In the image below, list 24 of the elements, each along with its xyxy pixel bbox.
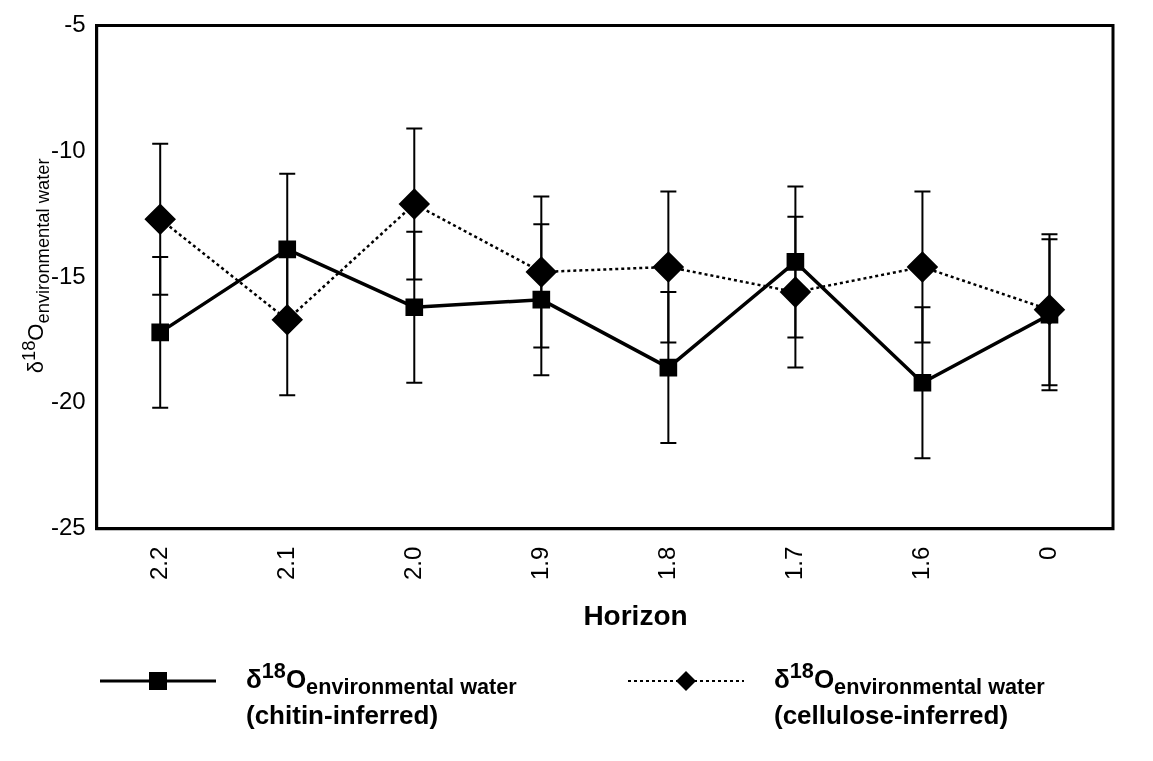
point <box>526 256 557 288</box>
y-tick-label: -10 <box>51 135 86 163</box>
point <box>786 253 805 271</box>
x-tick-label: 2.1 <box>271 546 299 581</box>
legend-label: δ$^{18}$O$_{environmental water}$ (chitin-inferred) <box>246 658 518 731</box>
x-tick-label: 2.0 <box>398 546 426 581</box>
y-tick-label: -25 <box>51 513 86 541</box>
x-tick-label: 0 <box>1034 546 1062 560</box>
x-tick-label: 1.7 <box>780 546 808 581</box>
y-tick-label: -15 <box>51 261 86 289</box>
x-tick-label: 1.6 <box>907 546 935 581</box>
point <box>913 373 932 392</box>
y-tick-label: -20 <box>51 387 86 415</box>
y-tick-label: -5 <box>64 10 86 38</box>
x-axis-title: Horizon <box>582 600 689 632</box>
x-tick-label: 1.8 <box>652 546 680 581</box>
x-tick-label: 2.2 <box>144 546 172 581</box>
legend-label: δ$^{18}$O$_{environmental water}$ (cellulose-inferred) <box>774 658 1046 731</box>
point <box>907 251 938 283</box>
point <box>151 323 170 342</box>
x-tick-label: 1.9 <box>525 546 553 581</box>
point <box>780 276 811 308</box>
point <box>653 251 684 283</box>
point <box>405 298 424 317</box>
